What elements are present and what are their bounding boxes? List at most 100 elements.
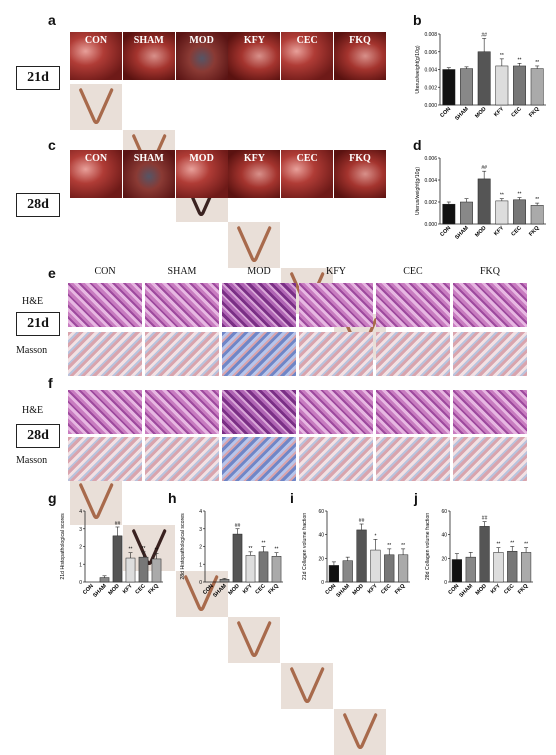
- tissue-photo-21d-kfy: KFY: [228, 32, 281, 80]
- y-tick-label: 0: [321, 580, 324, 586]
- x-tick-label-cec: CEC: [510, 106, 522, 118]
- significance-mark: ##: [359, 518, 365, 524]
- tissue-photo-21d-fkq: FKQ: [334, 32, 386, 80]
- bar-cec: [384, 554, 395, 583]
- histology-image-he-28d-mod: [222, 390, 296, 434]
- significance-mark: **: [387, 543, 391, 549]
- x-tick-label-kfy: KFY: [367, 583, 379, 595]
- bar-kfy: [370, 549, 381, 583]
- y-tick-label: 0.008: [424, 32, 437, 38]
- panel-label-g: g: [48, 490, 57, 506]
- y-tick-label: 60: [318, 509, 324, 515]
- histology-header-sham: SHAM: [167, 266, 197, 277]
- x-tick-label-sham: SHAM: [335, 583, 351, 599]
- y-tick-label: 4: [199, 509, 202, 515]
- histology-image-masson-28d-fkq: [453, 437, 527, 481]
- significance-mark: **: [142, 546, 146, 552]
- histology-image-masson-28d-con: [68, 437, 142, 481]
- day-box-21d-a: 21d: [16, 66, 60, 90]
- significance-mark: **: [500, 53, 504, 59]
- x-tick-label-sham: SHAM: [92, 583, 108, 599]
- bar-mod: [232, 533, 243, 583]
- histology-image-masson-21d-sham: [145, 332, 219, 376]
- x-tick-label-kfy: KFY: [122, 583, 134, 595]
- significance-mark: **: [129, 547, 133, 553]
- y-axis-label: 28d Histopathological scores: [180, 513, 186, 580]
- histology-header-fkq: FKQ: [479, 266, 500, 277]
- y-tick-label: 0.000: [424, 103, 437, 109]
- uterus-photo-21d-kfy: [228, 222, 281, 268]
- y-tick-label: 2: [199, 545, 202, 551]
- bar-kfy: [493, 552, 504, 583]
- x-tick-label-fkq: FKQ: [267, 583, 280, 596]
- bar-kfy: [495, 200, 509, 225]
- x-tick-label-con: CON: [439, 106, 452, 119]
- uterus-photo-28d-fkq: [334, 709, 386, 755]
- x-tick-label-kfy: KFY: [493, 106, 505, 118]
- significance-mark: **: [401, 543, 405, 549]
- x-tick-label-sham: SHAM: [212, 583, 228, 599]
- y-axis-label: 21d Collagen volume fraction: [302, 513, 308, 580]
- tissue-photo-21d-con: CON: [70, 32, 122, 80]
- bar-fkq: [151, 558, 162, 583]
- histology-image-he-21d-sham: [145, 283, 219, 327]
- significance-mark: **: [535, 197, 539, 203]
- y-axis-label: Uterus/weight(g/10g): [415, 45, 421, 93]
- y-tick-label: 3: [79, 527, 82, 533]
- bar-kfy: [125, 557, 136, 583]
- histology-image-masson-21d-con: [68, 332, 142, 376]
- bar-cec: [513, 199, 526, 225]
- y-axis-label: Uterus/weight(g/10g): [415, 167, 421, 215]
- row-label-he-21d: H&E: [22, 296, 44, 307]
- histology-image-he-21d-fkq: [453, 283, 527, 327]
- y-axis-label: 21d Histopathological scores: [60, 513, 66, 580]
- tissue-photo-label-28d-mod: MOD: [189, 153, 214, 164]
- y-tick-label: 0: [79, 580, 82, 586]
- y-tick-label: 0.006: [424, 156, 437, 162]
- y-tick-label: 0.000: [424, 222, 437, 228]
- significance-mark: ##: [115, 521, 121, 527]
- x-tick-label-cec: CEC: [254, 583, 266, 595]
- bar-kfy: [245, 555, 256, 583]
- histology-header-con: CON: [94, 266, 116, 277]
- row-label-masson-28d: Masson: [16, 455, 48, 466]
- x-tick-label-fkq: FKQ: [394, 583, 407, 596]
- bar-mod: [356, 529, 367, 583]
- tissue-photo-28d-sham: SHAM: [122, 150, 175, 198]
- tissue-photo-label-21d-kfy: KFY: [243, 35, 265, 46]
- histology-image-masson-28d-kfy: [299, 437, 373, 481]
- panel-label-b: b: [413, 12, 422, 28]
- bar-mod: [477, 51, 491, 106]
- day-box-21d-e: 21d: [16, 312, 60, 336]
- tissue-photo-label-28d-con: CON: [84, 153, 108, 164]
- histology-image-he-28d-fkq: [453, 390, 527, 434]
- histology-image-masson-21d-fkq: [453, 332, 527, 376]
- significance-mark: **: [155, 548, 159, 554]
- x-tick-label-sham: SHAM: [458, 583, 474, 599]
- histology-image-he-28d-con: [68, 390, 142, 434]
- histology-image-he-21d-mod: [222, 283, 296, 327]
- y-tick-label: 0.004: [424, 178, 437, 184]
- panel-label-a: a: [48, 12, 56, 28]
- bar-mod: [112, 535, 123, 583]
- significance-mark: **: [510, 541, 514, 547]
- histology-image-masson-28d-sham: [145, 437, 219, 481]
- y-tick-label: 1: [79, 562, 82, 568]
- row-label-he-28d: H&E: [22, 405, 44, 416]
- x-tick-label-sham: SHAM: [454, 225, 470, 241]
- x-tick-label-mod: MOD: [474, 106, 487, 119]
- tissue-photo-label-28d-cec: CEC: [296, 153, 318, 164]
- significance-mark: ##: [482, 516, 488, 522]
- bar-con: [451, 559, 463, 583]
- y-tick-label: 60: [441, 509, 447, 515]
- tissue-photo-label-21d-sham: SHAM: [133, 35, 164, 46]
- y-tick-label: 0.006: [424, 50, 437, 56]
- x-tick-label-cec: CEC: [134, 583, 146, 595]
- x-tick-label-mod: MOD: [352, 583, 365, 596]
- x-tick-label-con: CON: [439, 225, 452, 238]
- histology-image-he-21d-con: [68, 283, 142, 327]
- uterus-photo-21d-con: [70, 84, 122, 130]
- x-tick-label-kfy: KFY: [493, 225, 505, 237]
